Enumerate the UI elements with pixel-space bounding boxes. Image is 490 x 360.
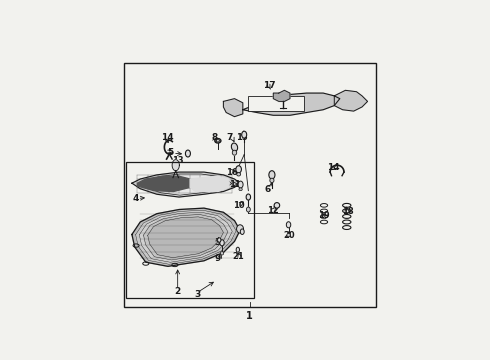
Text: 21: 21 bbox=[232, 252, 244, 261]
Ellipse shape bbox=[287, 233, 290, 237]
Ellipse shape bbox=[185, 150, 191, 157]
Polygon shape bbox=[273, 90, 290, 102]
Ellipse shape bbox=[220, 240, 224, 246]
Text: 14: 14 bbox=[161, 133, 173, 142]
Bar bbox=[248, 96, 304, 111]
Ellipse shape bbox=[286, 222, 291, 228]
Ellipse shape bbox=[240, 229, 244, 234]
Text: 8: 8 bbox=[212, 133, 218, 142]
Ellipse shape bbox=[237, 225, 244, 233]
Ellipse shape bbox=[246, 194, 250, 200]
Text: 3: 3 bbox=[215, 238, 221, 247]
Ellipse shape bbox=[269, 171, 275, 179]
Ellipse shape bbox=[239, 188, 242, 191]
Ellipse shape bbox=[236, 166, 242, 173]
Polygon shape bbox=[223, 99, 243, 117]
Text: 15: 15 bbox=[236, 133, 248, 142]
Polygon shape bbox=[172, 159, 179, 171]
Ellipse shape bbox=[237, 173, 241, 176]
Ellipse shape bbox=[246, 207, 250, 212]
Text: 3: 3 bbox=[194, 289, 200, 298]
Text: 2: 2 bbox=[174, 287, 181, 296]
Text: 9: 9 bbox=[214, 253, 220, 262]
Text: 10: 10 bbox=[233, 201, 245, 210]
Polygon shape bbox=[140, 174, 232, 195]
Ellipse shape bbox=[231, 143, 238, 151]
Text: 1: 1 bbox=[246, 311, 253, 321]
Text: 4: 4 bbox=[132, 194, 139, 203]
Text: 7: 7 bbox=[226, 133, 233, 142]
Polygon shape bbox=[334, 90, 368, 111]
Text: 5: 5 bbox=[167, 148, 173, 157]
Ellipse shape bbox=[236, 247, 240, 252]
Text: 11: 11 bbox=[229, 180, 241, 189]
Polygon shape bbox=[138, 176, 190, 192]
Polygon shape bbox=[147, 217, 223, 258]
Text: 12: 12 bbox=[268, 206, 279, 215]
Polygon shape bbox=[144, 215, 228, 260]
Text: 18: 18 bbox=[342, 207, 353, 216]
Text: 14: 14 bbox=[327, 163, 340, 172]
Ellipse shape bbox=[270, 178, 274, 183]
Text: 16: 16 bbox=[226, 168, 238, 177]
Polygon shape bbox=[190, 176, 229, 192]
Ellipse shape bbox=[220, 252, 223, 255]
Text: 20: 20 bbox=[284, 231, 295, 240]
Polygon shape bbox=[132, 172, 240, 197]
Ellipse shape bbox=[218, 238, 221, 242]
Bar bbox=[126, 162, 254, 298]
Polygon shape bbox=[132, 208, 240, 266]
Polygon shape bbox=[243, 93, 340, 115]
Bar bbox=[123, 63, 376, 307]
Ellipse shape bbox=[232, 150, 237, 155]
Text: 19: 19 bbox=[318, 211, 330, 220]
Text: 6: 6 bbox=[265, 185, 271, 194]
Text: 13: 13 bbox=[172, 156, 184, 165]
Polygon shape bbox=[136, 210, 236, 264]
Ellipse shape bbox=[242, 131, 246, 138]
Ellipse shape bbox=[274, 203, 280, 208]
Text: 17: 17 bbox=[263, 81, 275, 90]
Polygon shape bbox=[139, 212, 232, 262]
Ellipse shape bbox=[238, 181, 243, 188]
